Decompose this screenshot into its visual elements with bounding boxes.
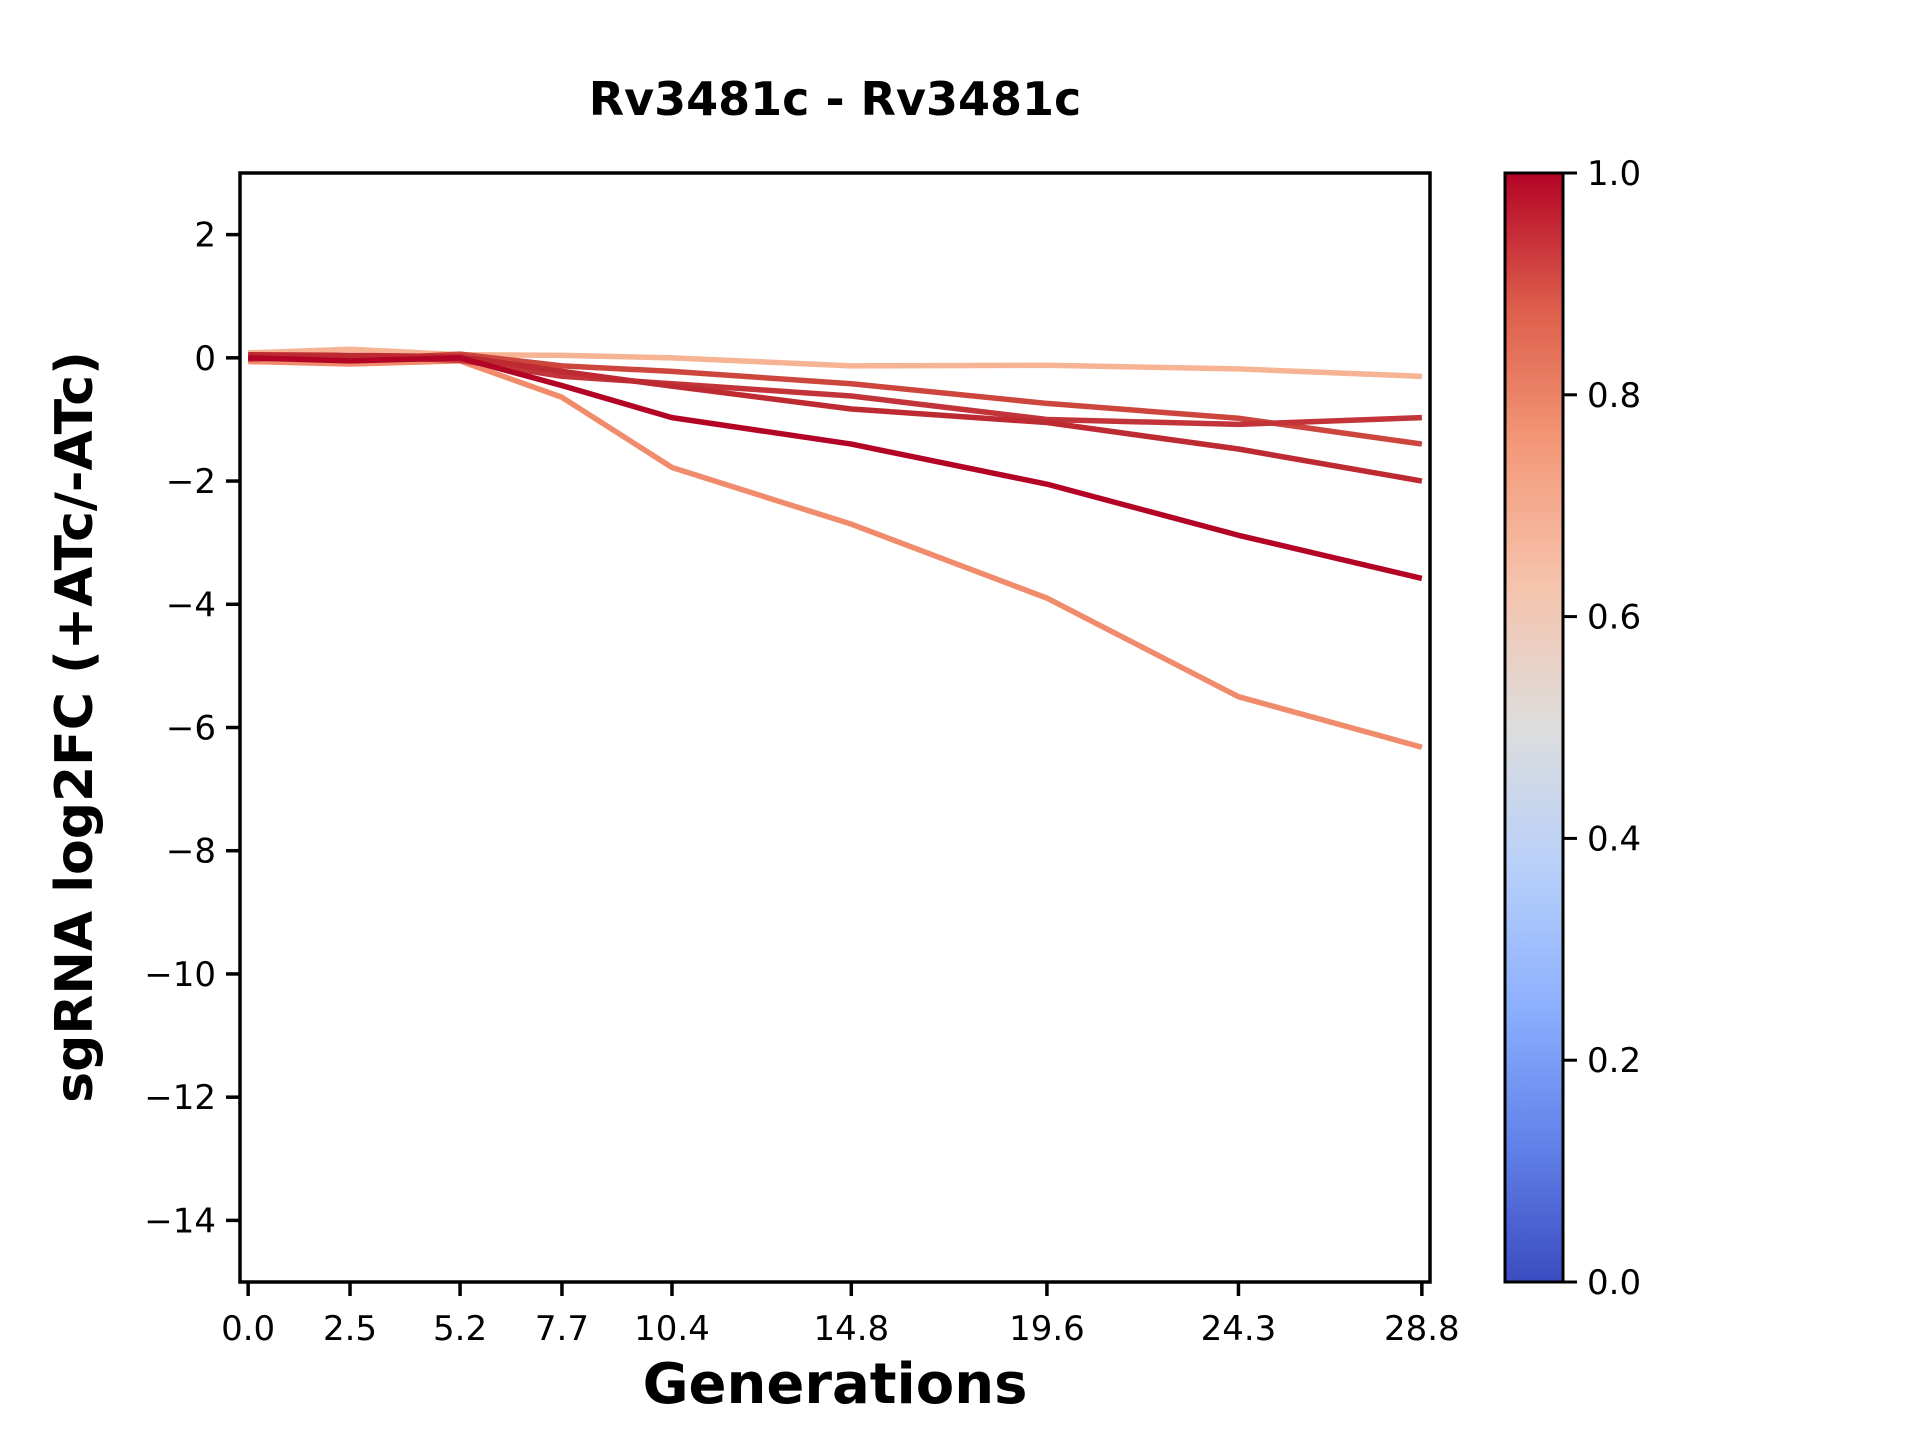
x-axis-label: Generations [642, 1352, 1028, 1417]
y-tick-label: −4 [166, 585, 216, 625]
x-tick-label: 0.0 [221, 1309, 275, 1349]
colorbar [1503, 171, 1565, 1284]
x-tick-label: 5.2 [433, 1309, 487, 1349]
chart-title: Rv3481c - Rv3481c [588, 72, 1082, 126]
y-tick-label: −14 [144, 1201, 216, 1241]
series-line-sgRNA-crimson [248, 355, 1423, 582]
x-tick-label: 28.8 [1384, 1309, 1460, 1349]
y-tick-label: −8 [166, 832, 216, 872]
x-tick-label: 10.4 [634, 1309, 710, 1349]
colorbar-tick-label: 0.2 [1587, 1041, 1641, 1081]
colorbar-tick-label: 0.4 [1587, 819, 1641, 859]
colorbar-tick-label: 0.0 [1587, 1263, 1641, 1303]
x-tick-label: 14.8 [813, 1309, 889, 1349]
x-tick-label: 19.6 [1009, 1309, 1085, 1349]
x-tick-label: 2.5 [323, 1309, 377, 1349]
y-tick-label: 2 [194, 216, 216, 256]
series-line-sgRNA-salmon [248, 358, 1423, 750]
x-tick-label: 24.3 [1201, 1309, 1277, 1349]
y-tick-label: 0 [194, 339, 216, 379]
y-tick-label: −2 [166, 462, 216, 502]
plot-border [238, 171, 1432, 1284]
series-line-sgRNA-light-1 [248, 346, 1422, 380]
series-line-sgRNA-dark-2 [248, 352, 1423, 484]
colorbar-tick-label: 0.8 [1587, 376, 1641, 416]
y-tick-label: −10 [144, 955, 216, 995]
x-tick-label: 7.7 [535, 1309, 589, 1349]
y-tick-label: −12 [144, 1078, 216, 1118]
y-tick-label: −6 [166, 709, 216, 749]
colorbar-tick-label: 0.6 [1587, 598, 1641, 638]
colorbar-tick-label: 1.0 [1587, 154, 1641, 194]
